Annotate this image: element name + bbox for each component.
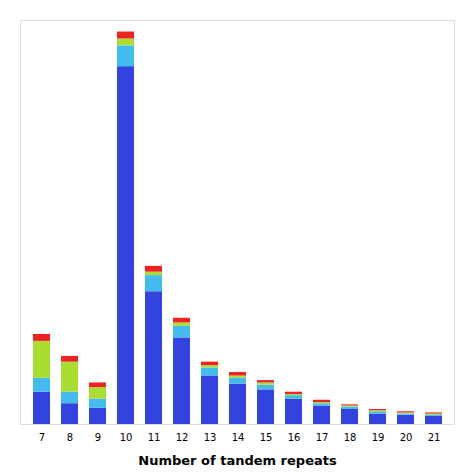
svg-text:9: 9 <box>95 432 101 443</box>
svg-text:15: 15 <box>260 432 273 443</box>
svg-text:10: 10 <box>120 432 133 443</box>
svg-text:20: 20 <box>400 432 413 443</box>
svg-text:16: 16 <box>288 432 301 443</box>
svg-text:Number of tandem repeats: Number of tandem repeats <box>138 453 337 468</box>
svg-text:8: 8 <box>67 432 73 443</box>
svg-text:19: 19 <box>372 432 385 443</box>
svg-text:13: 13 <box>204 432 217 443</box>
svg-text:7: 7 <box>39 432 45 443</box>
svg-text:17: 17 <box>316 432 329 443</box>
svg-text:14: 14 <box>232 432 245 443</box>
svg-text:18: 18 <box>344 432 357 443</box>
svg-text:12: 12 <box>176 432 189 443</box>
svg-text:11: 11 <box>148 432 161 443</box>
svg-text:21: 21 <box>428 432 441 443</box>
